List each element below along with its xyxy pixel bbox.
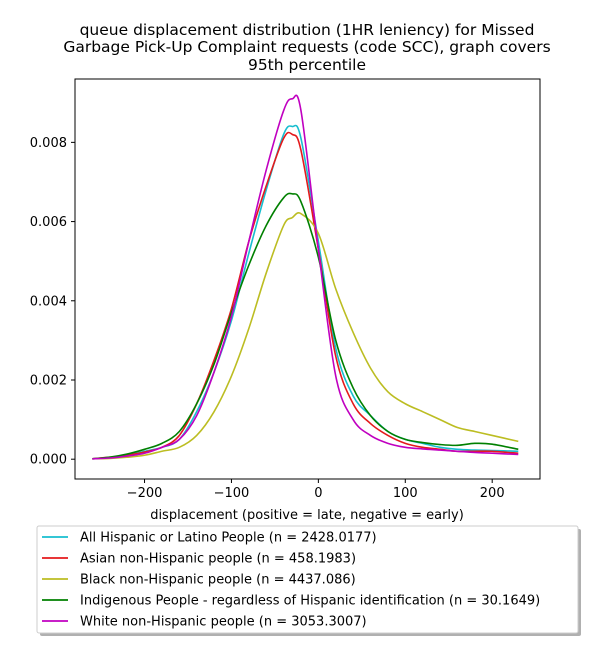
chart-title-line-2: Garbage Pick-Up Complaint requests (code… (63, 38, 550, 56)
legend: All Hispanic or Latino People (n = 2428.… (36, 525, 581, 636)
legend-label-5: White non-Hispanic people (n = 3053.3007… (80, 615, 367, 630)
x-tick-label: 200 (480, 486, 505, 501)
series-line-5 (92, 94, 519, 460)
y-axis: 0.000 0.002 0.004 0.006 0.008 (30, 136, 75, 468)
y-tick-label: 0.004 (30, 294, 67, 309)
legend-box (36, 525, 579, 634)
x-tick-label: 0 (314, 486, 322, 501)
legend-entries: All Hispanic or Latino People (n = 2428.… (42, 531, 540, 630)
y-tick-label: 0.006 (30, 215, 67, 230)
legend-label-1: All Hispanic or Latino People (n = 2428.… (80, 531, 377, 546)
x-tick-label: 100 (393, 486, 418, 501)
chart-title-line-3: 95th percentile (248, 56, 366, 74)
legend-label-2: Asian non-Hispanic people (n = 458.1983) (80, 552, 356, 567)
x-axis-label: displacement (positive = late, negative … (150, 508, 464, 523)
plot-frame (74, 78, 541, 480)
series-line-2 (92, 131, 519, 460)
series-line-4 (92, 192, 519, 460)
legend-label-3: Black non-Hispanic people (n = 4437.086) (80, 573, 356, 588)
x-tick-label: −100 (214, 486, 250, 501)
y-tick-label: 0.008 (30, 136, 67, 151)
chart-title-line-1: queue displacement distribution (1HR len… (80, 21, 535, 39)
y-tick-label: 0.000 (30, 453, 67, 468)
series-line-3 (92, 212, 519, 460)
legend-label-4: Indigenous People - regardless of Hispan… (80, 594, 540, 609)
x-axis: −200 −100 0 100 200 (127, 479, 505, 501)
x-tick-label: −200 (127, 486, 163, 501)
series-layer (92, 94, 519, 460)
y-tick-label: 0.002 (30, 373, 67, 388)
